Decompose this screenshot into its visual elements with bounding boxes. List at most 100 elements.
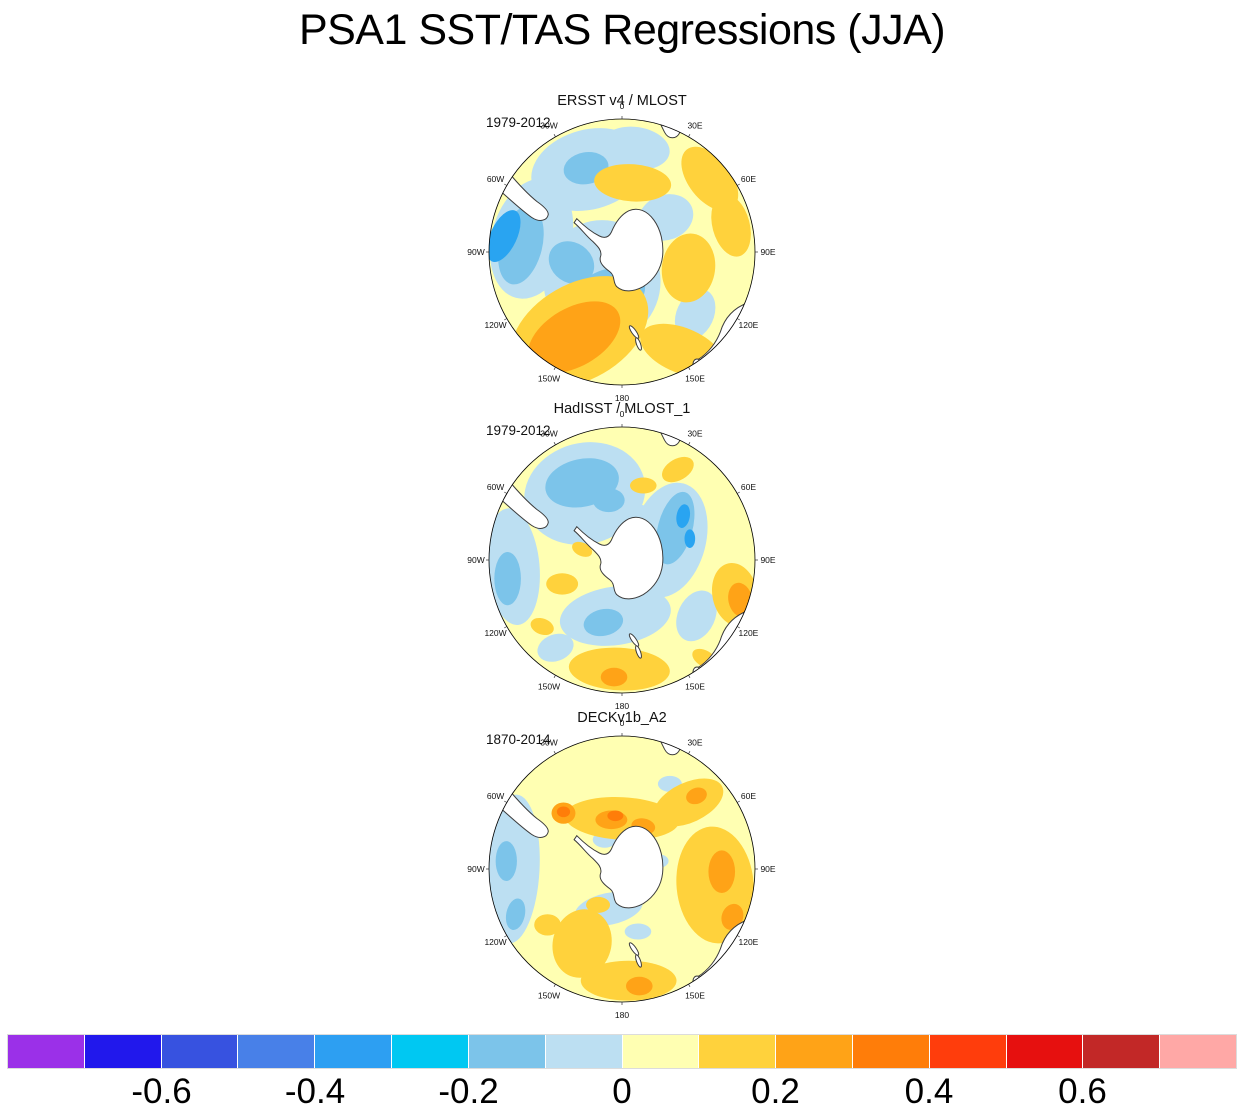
regression-blob-sky_blue [583, 608, 624, 637]
regression-blob-gold [594, 164, 672, 202]
panel-period: 1979-2012 [486, 423, 551, 438]
new-zealand-north-island [635, 954, 642, 968]
lon-label: 150E [685, 373, 705, 383]
lon-label: 90E [760, 247, 775, 257]
map-panel-hadisst-mlost: 0 30E 60E 90E 120E 150E 180 150W 120W 90W 60W 30W H… [452, 390, 792, 730]
colorbar-tick-label: -0.6 [131, 1072, 192, 1111]
lon-label: 30E [687, 121, 702, 131]
lon-label: 90W [467, 864, 484, 874]
colorbar-segment-3 [238, 1035, 315, 1068]
lon-label: 0 [620, 101, 625, 111]
lon-label: 30E [687, 738, 702, 748]
regression-blob-light_blue [600, 126, 670, 170]
colorbar-segment-9 [699, 1035, 776, 1068]
lon-label: 0 [620, 718, 625, 728]
antarctica-coast [573, 208, 664, 292]
lon-tick [688, 984, 691, 987]
lon-label: 30W [540, 738, 557, 748]
lon-tick [553, 367, 556, 370]
new-zealand-south-island [628, 942, 640, 956]
colorbar-tick-label: 0.4 [904, 1072, 954, 1111]
south-polar-map: 0 30E 60E 90E 120E 150E 180 150W 120W 90W 60W 30W [467, 718, 776, 1020]
lon-tick [737, 800, 740, 803]
panel-period: 1870-2014 [486, 732, 551, 747]
lon-label: 180 [615, 701, 629, 711]
lon-tick [553, 134, 556, 137]
lon-tick [688, 675, 691, 678]
colorbar-tick-label: -0.4 [284, 1072, 346, 1111]
lon-tick [737, 626, 740, 629]
lon-label: 120W [484, 320, 506, 330]
lon-tick [504, 935, 507, 938]
regression-blob-sky_blue [494, 552, 521, 606]
lon-tick [504, 183, 507, 186]
colorbar-segment-14 [1083, 1035, 1160, 1068]
lon-label: 90E [760, 864, 775, 874]
regression-blob-dark_orange [607, 810, 624, 822]
colorbar-tick-label: 0.2 [751, 1072, 800, 1111]
lon-tick [504, 491, 507, 494]
regression-blob-bright_blue [489, 210, 521, 262]
lon-label: 150W [538, 681, 560, 691]
antarctica-coast [573, 516, 664, 600]
colorbar-segment-1 [84, 1035, 161, 1068]
colorbar-segment-15 [1160, 1035, 1236, 1068]
regression-blob-gold [661, 233, 716, 303]
regression-blob-orange [527, 301, 621, 373]
colorbar [7, 1034, 1237, 1069]
panel-title: HadISST / MLOST_1 [553, 401, 691, 417]
new-zealand-south-island [628, 633, 640, 647]
regression-blob-sky_blue [592, 488, 625, 513]
lon-tick [553, 984, 556, 987]
lon-label: 180 [615, 1010, 629, 1020]
colorbar-segment-11 [852, 1035, 929, 1068]
colorbar-segment-8 [622, 1035, 699, 1068]
lon-tick [553, 442, 556, 445]
regression-blob-light_blue [676, 590, 717, 642]
regression-blob-light_blue [624, 923, 652, 940]
lon-label: 120E [739, 320, 759, 330]
regression-blob-gold [661, 456, 694, 483]
lon-label: 30W [540, 429, 557, 439]
lon-tick [737, 318, 740, 321]
regression-blob-sky_blue [505, 898, 526, 930]
regression-blob-gold [530, 617, 554, 636]
lon-label: 60W [487, 482, 504, 492]
colorbar-segment-13 [1006, 1035, 1083, 1068]
regression-blob-orange [686, 787, 707, 805]
regression-blob-orange [721, 903, 744, 930]
panel-period: 1979-2012 [486, 115, 551, 130]
south-polar-map: 0 30E 60E 90E 120E 150E 180 150W 120W 90W 60W 30W [467, 101, 776, 403]
lon-tick [737, 491, 740, 494]
lon-label: 180 [615, 393, 629, 403]
regression-blob-gold [572, 541, 593, 557]
antarctica-coast [573, 825, 664, 909]
regression-blob-gold [629, 477, 657, 494]
regression-blob-bright_blue [676, 504, 691, 528]
lon-label: 120E [739, 937, 759, 947]
colorbar-segment-2 [161, 1035, 238, 1068]
regression-blob-bright_blue [684, 529, 696, 549]
lon-label: 120E [739, 628, 759, 638]
figure-title: PSA1 SST/TAS Regressions (JJA) [298, 6, 946, 54]
lon-tick [504, 800, 507, 803]
regression-blob-dark_orange [556, 806, 571, 818]
colorbar-segment-7 [545, 1035, 622, 1068]
lon-label: 150W [538, 373, 560, 383]
colorbar-segment-5 [392, 1035, 468, 1068]
lon-label: 90E [760, 555, 775, 565]
colorbar-segment-10 [776, 1035, 852, 1068]
colorbar-segment-4 [315, 1035, 392, 1068]
south-polar-map: 0 30E 60E 90E 120E 150E 180 150W 120W 90W 60W 30W [467, 409, 776, 711]
lon-tick [504, 318, 507, 321]
colorbar-labels: -0.6 -0.4 -0.2 0 0.2 0.4 0.6 [8, 1072, 1236, 1114]
regression-blob-orange [708, 850, 736, 893]
lon-tick [553, 675, 556, 678]
colorbar-tick-label: 0.6 [1058, 1072, 1107, 1111]
lon-label: 150W [538, 990, 560, 1000]
lon-tick [688, 134, 691, 137]
lon-label: 60W [487, 791, 504, 801]
lon-tick [688, 367, 691, 370]
colorbar-tick-label: -0.2 [438, 1072, 499, 1111]
